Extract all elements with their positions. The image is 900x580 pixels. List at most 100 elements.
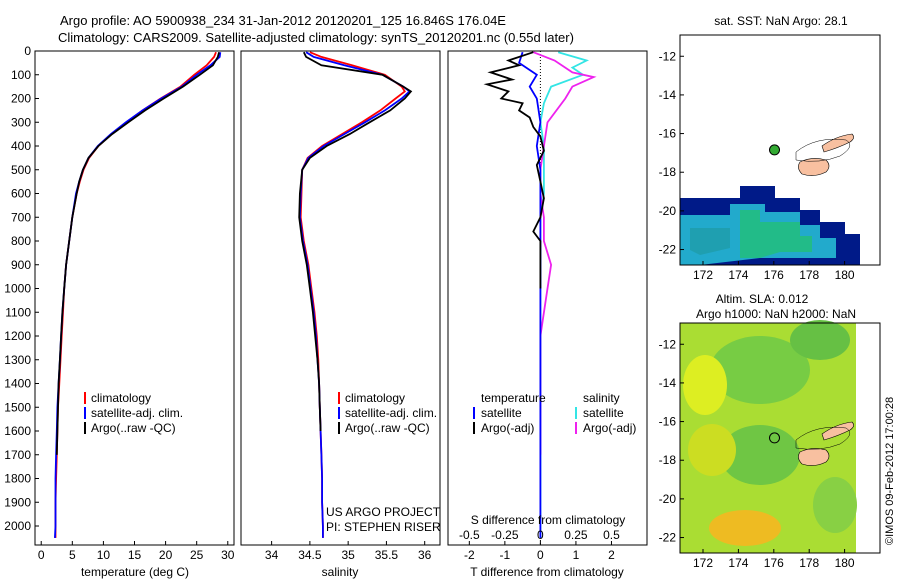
x-tick-label: 15	[128, 548, 142, 562]
y-tick-label: 900	[11, 258, 31, 272]
sst-green-region	[740, 210, 812, 258]
series-line-climatology	[54, 51, 217, 538]
island-viti-levu	[798, 448, 830, 466]
legend-label-climatology: climatology	[91, 391, 151, 405]
s-tick-label: 0.25	[564, 528, 588, 542]
salinity-series	[298, 51, 413, 538]
legend-label-t-satellite: satellite	[481, 406, 522, 420]
sla-green-blob	[813, 477, 857, 533]
y-tick-label: 1700	[4, 448, 31, 462]
x-tick-label: 1	[573, 548, 580, 562]
legend-label-climatology: climatology	[345, 391, 405, 405]
map-y-tick-label: -22	[659, 243, 677, 257]
y-tick-label: 1300	[4, 353, 31, 367]
temperature-legend: climatology satellite-adj. clim. Argo(..…	[84, 391, 183, 435]
series-line-satellite	[518, 51, 542, 538]
y-tick-label: 100	[11, 68, 31, 82]
difference-s-axis: -0.5 -0.25 0 0.25 0.5	[459, 528, 620, 542]
s-tick-label: -0.5	[459, 528, 480, 542]
sst-fiji-islands	[795, 133, 854, 176]
difference-top-label: S difference from climatology	[471, 513, 626, 527]
pi-label: PI: STEPHEN RISER	[326, 520, 441, 534]
sla-yellow-blob	[683, 355, 727, 415]
temperature-panel: 0100200300400500600700800900100011001200…	[4, 44, 234, 579]
x-tick-label: 20	[159, 548, 173, 562]
sla-map-title-2: Argo h1000: NaN h2000: NaN	[696, 307, 856, 321]
sst-map-panel: sat. SST: NaN Argo: 28.1 172 174 176 178 180…	[659, 14, 881, 282]
island-vanua-levu	[821, 421, 854, 441]
map-x-tick-label: 180	[835, 268, 855, 282]
sla-fiji-islands	[795, 421, 854, 466]
difference-x-axis: -2 -1 0 1 2	[464, 541, 615, 562]
difference-series	[483, 51, 597, 538]
imos-timestamp: ©IMOS 09-Feb-2012 17:00:28	[884, 397, 896, 545]
sla-green-blob	[790, 320, 850, 360]
map-y-tick-label: -22	[659, 531, 677, 545]
y-tick-label: 1000	[4, 282, 31, 296]
y-tick-label: 1400	[4, 377, 31, 391]
y-tick-label: 1800	[4, 472, 31, 486]
x-tick-label: -2	[464, 548, 475, 562]
x-tick-label: 2	[608, 548, 615, 562]
legend-label-t-argo: Argo(-adj)	[481, 421, 534, 435]
x-tick-label: 35	[341, 548, 355, 562]
sst-map-y-axis: -12 -14 -16 -18 -20 -22	[659, 49, 684, 257]
legend-label-argo: Argo(..raw -QC)	[345, 421, 430, 435]
sla-map-field	[680, 320, 880, 553]
map-y-tick-label: -18	[659, 453, 677, 467]
difference-legend: temperature satellite Argo(-adj) salinit…	[473, 391, 636, 435]
s-tick-label: -0.25	[491, 528, 519, 542]
argo-profile-marker	[769, 432, 781, 444]
legend-label-argo: Argo(..raw -QC)	[91, 421, 176, 435]
temperature-x-label: temperature (deg C)	[81, 565, 189, 579]
map-y-tick-label: -16	[659, 415, 677, 429]
map-x-tick-label: 180	[835, 556, 855, 570]
map-x-tick-label: 174	[728, 556, 748, 570]
series-line-argo	[55, 51, 220, 455]
sla-green-blob	[720, 425, 800, 485]
y-tick-label: 700	[11, 210, 31, 224]
map-y-tick-label: -20	[659, 492, 677, 506]
sla-map-panel: Altim. SLA: 0.012 Argo h1000: NaN h2000:…	[659, 292, 881, 570]
x-tick-label: 5	[69, 548, 76, 562]
x-tick-label: 34.5	[298, 548, 322, 562]
series-line-argo	[483, 51, 545, 289]
series-line-argo	[298, 51, 413, 432]
s-tick-label: 0	[537, 528, 544, 542]
difference-x-label: T difference from climatology	[470, 565, 624, 579]
series-line-climatology	[299, 51, 407, 538]
y-tick-label: 300	[11, 115, 31, 129]
map-y-tick-label: -12	[659, 337, 677, 351]
map-x-tick-label: 172	[693, 556, 713, 570]
legend-label-s-satellite: satellite	[583, 406, 624, 420]
x-tick-label: 0	[38, 548, 45, 562]
sla-map-frame	[679, 322, 881, 554]
y-tick-label: 1600	[4, 424, 31, 438]
map-y-tick-label: -12	[659, 49, 677, 63]
header-line-1: Argo profile: AO 5900938_234 31-Jan-2012…	[60, 13, 506, 28]
map-y-tick-label: -14	[659, 376, 677, 390]
header-line-2: Climatology: CARS2009. Satellite-adjuste…	[58, 30, 574, 45]
y-tick-label: 600	[11, 187, 31, 201]
map-y-tick-label: -14	[659, 88, 677, 102]
x-tick-label: 30	[221, 548, 235, 562]
x-tick-label: -1	[500, 548, 511, 562]
map-y-tick-label: -16	[659, 127, 677, 141]
map-x-tick-label: 172	[693, 268, 713, 282]
temperature-series	[54, 51, 222, 538]
difference-plot-frame	[447, 50, 648, 546]
y-tick-label: 1500	[4, 400, 31, 414]
sst-map-frame	[679, 34, 881, 266]
sla-yellow-blob	[688, 424, 736, 476]
salinity-panel: 34 34.5 35 35.5 36 salinity climatology sate…	[240, 50, 441, 579]
legend-label-satellite: satellite-adj. clim.	[345, 406, 437, 420]
sla-green-blob	[710, 336, 810, 404]
map-x-tick-label: 178	[799, 556, 819, 570]
sla-map-title-1: Altim. SLA: 0.012	[716, 292, 809, 306]
temperature-x-axis: 0 5 10 15 20 25 30	[38, 541, 235, 562]
map-x-tick-label: 178	[799, 268, 819, 282]
y-tick-label: 500	[11, 163, 31, 177]
sla-orange-blob	[709, 510, 781, 546]
project-label: US ARGO PROJECT	[326, 505, 441, 519]
